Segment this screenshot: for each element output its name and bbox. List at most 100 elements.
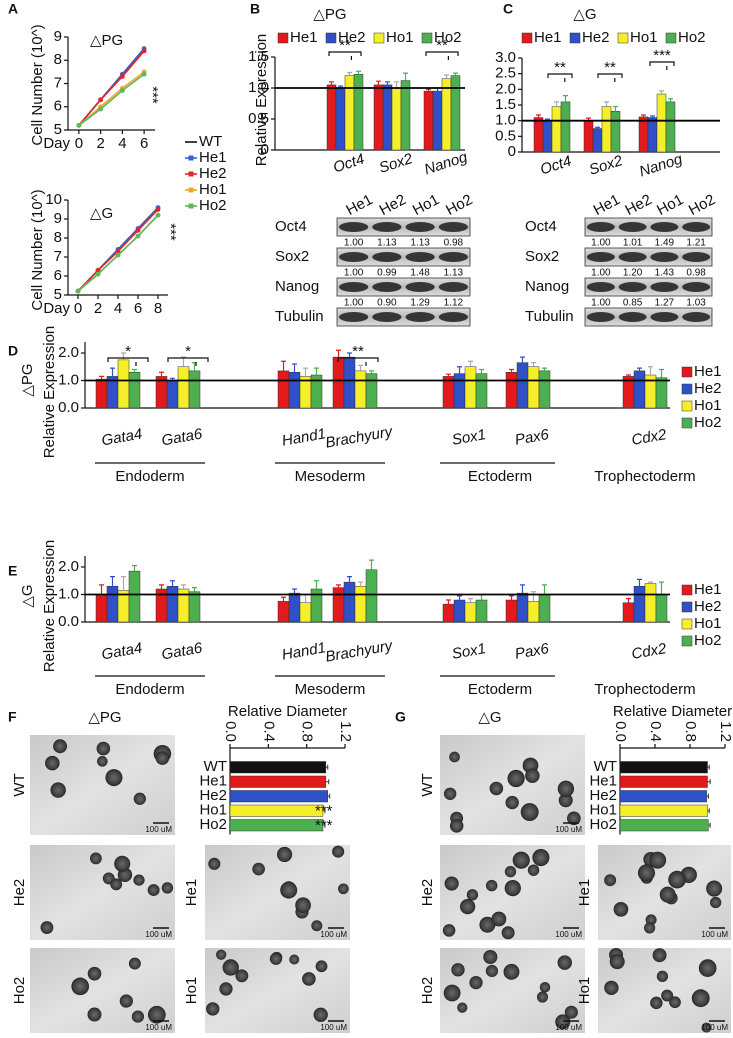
group-label: Endoderm — [115, 681, 184, 698]
x-tick-label: 2 — [94, 300, 102, 317]
colony — [567, 811, 581, 826]
colony — [652, 948, 667, 963]
colony — [701, 1022, 712, 1033]
y-tick-label: 0 — [508, 143, 516, 160]
bar — [373, 84, 384, 151]
y-axis-label: Cell Number (10^) — [29, 24, 46, 145]
error-bar — [132, 565, 137, 572]
bar — [475, 373, 488, 409]
error-bar — [468, 360, 473, 367]
x-axis-label: Day — [43, 300, 70, 317]
bar — [655, 594, 668, 623]
colony — [485, 879, 498, 892]
error-bar — [542, 584, 547, 595]
blot-quantity: 1.27 — [655, 298, 675, 309]
error-bar — [604, 101, 609, 107]
bar — [656, 93, 667, 153]
significance-bracket — [328, 51, 362, 60]
scale-bar-label: 100 uM — [145, 825, 172, 834]
error-bar — [613, 105, 618, 112]
blot-row-label: Tubulin — [525, 308, 574, 325]
y-tick-label: 0 — [261, 141, 269, 158]
blot-quantity: 1.01 — [623, 238, 643, 249]
bar — [382, 84, 393, 151]
colony — [131, 1010, 145, 1023]
x-tick-label: 2 — [96, 135, 104, 152]
bar — [353, 74, 364, 151]
scale-bar-label: 100 uM — [145, 930, 172, 939]
y-tick-label: 9 — [54, 28, 62, 45]
bar — [326, 84, 337, 151]
error-bar — [336, 584, 341, 588]
blot-band-frame — [336, 277, 471, 297]
colony — [504, 865, 517, 878]
blot-band-frame — [336, 307, 471, 327]
group-label: Mesoderm — [295, 681, 366, 698]
annotation: *** — [144, 86, 161, 104]
legend-swatch — [373, 32, 385, 44]
error-bar — [132, 368, 137, 373]
bar — [619, 775, 708, 788]
bar — [542, 120, 553, 153]
colony — [295, 897, 311, 914]
error-bar — [453, 72, 458, 76]
bar — [391, 87, 402, 151]
colony — [479, 916, 496, 933]
chart-title: △G — [90, 205, 113, 222]
colony — [315, 960, 328, 973]
colony — [114, 855, 131, 872]
colony — [459, 898, 476, 915]
legend-swatch — [569, 32, 581, 44]
blot-band-frame — [584, 247, 713, 267]
error-bar — [181, 584, 186, 589]
scale-bar-label: 100 uM — [555, 825, 582, 834]
error-bar — [99, 375, 104, 380]
category-label: Hand1 — [281, 639, 327, 663]
bar — [464, 602, 477, 623]
blot-row-label: Oct4 — [275, 218, 307, 235]
colony — [512, 851, 530, 869]
legend-label: Ho1 — [386, 29, 414, 46]
bar — [464, 366, 477, 409]
colony — [505, 795, 519, 810]
error-bar — [707, 779, 711, 785]
chart-title: △G — [19, 584, 36, 607]
blot-band-frame — [336, 217, 471, 237]
error-bar — [637, 367, 642, 371]
legend-swatch — [681, 400, 693, 412]
panel-letter: F — [8, 709, 17, 725]
error-bar — [121, 352, 126, 360]
bar — [432, 90, 443, 151]
y-tick-label: 8 — [54, 51, 62, 68]
category-label: He2 — [199, 787, 227, 804]
error-bar — [303, 367, 308, 377]
bar — [95, 378, 108, 409]
category-label: Ho2 — [589, 816, 617, 833]
scale-bar-label: 100 uM — [320, 930, 347, 939]
significance-bracket — [107, 357, 149, 366]
error-bar — [659, 581, 664, 595]
blot-band — [682, 282, 711, 292]
y-tick-label: 2.0 — [495, 80, 516, 97]
category-label: Nanog — [637, 150, 685, 180]
x-tick-label: 1.2 — [717, 721, 733, 742]
y-tick-label: 0.0 — [58, 613, 79, 630]
colony — [503, 963, 520, 980]
lane-label: Ho2 — [686, 191, 718, 219]
colony — [449, 819, 464, 833]
series-marker — [155, 207, 161, 212]
colony — [650, 996, 663, 1010]
blot-quantity: 0.90 — [377, 298, 397, 309]
bar — [229, 804, 324, 817]
legend-swatch — [617, 32, 629, 44]
colony — [706, 880, 723, 897]
error-bar — [468, 598, 473, 603]
blot-quantity: 1.43 — [655, 268, 675, 279]
colony — [457, 1002, 468, 1013]
y-tick-label: 0.5 — [248, 110, 269, 127]
error-bar — [110, 576, 115, 587]
colony — [558, 793, 573, 808]
category-label: Gata6 — [160, 639, 204, 663]
category-label: WT — [204, 758, 227, 775]
error-bar — [641, 114, 646, 117]
